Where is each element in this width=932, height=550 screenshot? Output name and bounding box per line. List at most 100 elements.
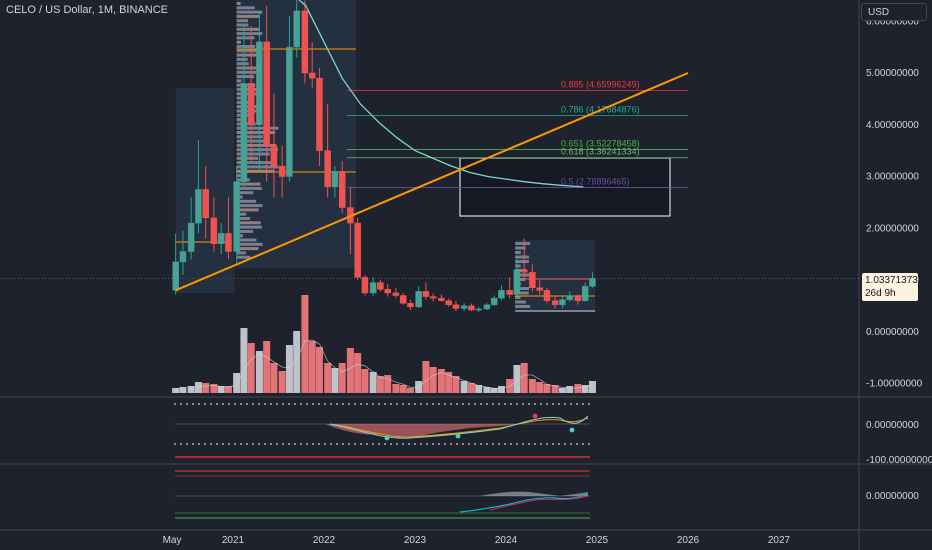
pane1-dot-top bbox=[516, 403, 518, 405]
candle-body bbox=[233, 181, 240, 252]
pane1-dot-top bbox=[210, 403, 212, 405]
volume-profile-bar bbox=[236, 225, 262, 229]
volume-bar bbox=[338, 363, 346, 393]
candle-body bbox=[506, 290, 513, 295]
pane1-dot-bottom bbox=[324, 443, 326, 445]
volume-bar bbox=[308, 341, 316, 393]
candle-body bbox=[369, 282, 377, 294]
currency-selector[interactable]: USD bbox=[861, 3, 927, 21]
pane1-dot-bottom bbox=[438, 443, 440, 445]
volume-bar bbox=[490, 388, 498, 393]
volume-profile-bar bbox=[236, 182, 261, 186]
pane1-dot-top bbox=[408, 403, 410, 405]
pane1-dot-top bbox=[546, 403, 548, 405]
volume-profile-bar bbox=[236, 191, 254, 195]
pane1-dot-top bbox=[270, 403, 272, 405]
volume-profile-bar bbox=[515, 246, 526, 250]
oscillator-panes bbox=[174, 403, 590, 519]
volume-profile-bar bbox=[236, 66, 260, 70]
volume-bar bbox=[217, 386, 225, 393]
pane1-dot-top bbox=[174, 403, 176, 405]
symbol-title: CELO / US Dollar, 1M, BINANCE bbox=[6, 4, 168, 16]
volume-bar bbox=[520, 363, 528, 393]
pane1-dot-bottom bbox=[510, 443, 512, 445]
fib-label-0.5: 0.5 (2.78896465) bbox=[561, 176, 630, 186]
pane1-dot-top bbox=[282, 403, 284, 405]
pane2-slow-line bbox=[489, 495, 589, 511]
volume-bar bbox=[558, 388, 566, 393]
pane1-dot-top bbox=[294, 403, 296, 405]
pane1-dot-top bbox=[192, 403, 194, 405]
volume-profile-bar bbox=[236, 156, 259, 160]
pane1-dot-bottom bbox=[498, 443, 500, 445]
pane1-dot-top bbox=[486, 403, 488, 405]
volume-bar bbox=[497, 386, 505, 393]
price-tick-label: 5.00000000 bbox=[866, 68, 919, 79]
volume-bar bbox=[361, 369, 369, 393]
volume-bar bbox=[172, 388, 180, 393]
volume-profile-bar bbox=[515, 305, 531, 308]
pane1-dot-bottom bbox=[270, 443, 272, 445]
volume-profile-bar bbox=[236, 212, 247, 216]
volume-profile-bar bbox=[515, 287, 530, 290]
volume-bar bbox=[179, 387, 187, 393]
volume-bar bbox=[285, 345, 293, 393]
pane1-dot-top bbox=[264, 403, 266, 405]
moving-average bbox=[298, 0, 584, 188]
trendline-layer bbox=[175, 72, 689, 292]
volume-bar bbox=[467, 383, 475, 393]
pane1-dot-bottom bbox=[294, 443, 296, 445]
volume-bar bbox=[406, 388, 414, 393]
pane1-dot-bottom bbox=[444, 443, 446, 445]
pane1-dot-top bbox=[534, 403, 536, 405]
volume-bar bbox=[483, 387, 491, 393]
volume-profile-bar bbox=[236, 217, 251, 220]
volume-bar bbox=[437, 369, 445, 393]
pane1-dot-top bbox=[450, 403, 452, 405]
pane1-dot-bottom bbox=[390, 443, 392, 445]
candle-body bbox=[438, 297, 445, 301]
volume-profile-bar bbox=[515, 296, 521, 299]
pane1-dot-top bbox=[204, 403, 206, 405]
candle-body bbox=[536, 287, 543, 291]
pane1-dot-top bbox=[312, 403, 314, 405]
volume-bar bbox=[581, 385, 589, 393]
pane1-dot-bottom bbox=[516, 443, 518, 445]
volume-profile-bar bbox=[236, 14, 260, 18]
target-box bbox=[459, 157, 671, 217]
pane1-dot-top bbox=[198, 403, 200, 405]
volume-profile-bar bbox=[236, 143, 277, 147]
pane1-dot-top bbox=[300, 403, 302, 405]
candle-body bbox=[202, 189, 209, 219]
volume-bar bbox=[194, 382, 202, 393]
volume-profile-bar bbox=[236, 57, 248, 61]
candle-body bbox=[172, 261, 179, 291]
volume-profile-bar bbox=[236, 32, 263, 36]
current-price-tag: 1.03371373 26d 9h bbox=[862, 273, 918, 301]
pane1-dot-bottom bbox=[222, 443, 224, 445]
pane1-dot-bottom bbox=[570, 443, 572, 445]
volume-bar bbox=[278, 371, 286, 393]
pane1-dot-bottom bbox=[246, 443, 248, 445]
pane1-dot-top bbox=[468, 403, 470, 405]
pane1-dot-bottom bbox=[582, 443, 584, 445]
candle-body bbox=[422, 291, 430, 297]
pane1-dot-bottom bbox=[288, 443, 290, 445]
pane1-dot-top bbox=[246, 403, 248, 405]
pane1-dot-top bbox=[336, 403, 338, 405]
pane1-dot-top bbox=[258, 403, 260, 405]
volume-bar bbox=[384, 375, 392, 393]
volume-profile-bar bbox=[236, 186, 262, 190]
pane1-dot-bottom bbox=[462, 443, 464, 445]
pane1-dot-bottom bbox=[378, 443, 380, 445]
pane1-dot-top bbox=[474, 403, 476, 405]
pane1-dot-top bbox=[540, 403, 542, 405]
volume-profile-bar bbox=[236, 2, 241, 5]
volume-profile-bar bbox=[515, 300, 526, 304]
pane1-dot-bottom bbox=[426, 443, 428, 445]
pane1-dot-bottom bbox=[420, 443, 422, 445]
volume-profile-bar bbox=[236, 45, 256, 48]
pane1-dot-top bbox=[276, 403, 278, 405]
